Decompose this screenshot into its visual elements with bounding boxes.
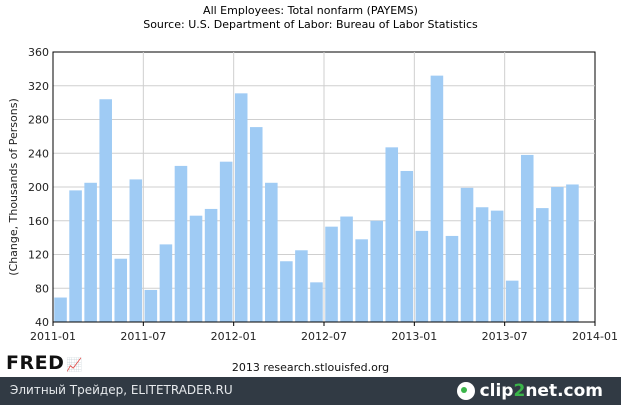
- bar-2012-01[interactable]: [234, 93, 248, 322]
- bar-2011-02[interactable]: [69, 190, 82, 323]
- footer-site-text[interactable]: Элитный Трейдер, ELITETRADER.RU: [10, 383, 233, 397]
- brand-clip: clip: [479, 381, 514, 401]
- bar-2012-04[interactable]: [280, 261, 293, 322]
- x-tick-label: 2012-01: [211, 330, 257, 343]
- y-tick-label: 280: [28, 114, 49, 127]
- x-tick-label: 2011-01: [30, 330, 76, 343]
- bar-2012-07[interactable]: [325, 226, 338, 322]
- brand-two: 2: [513, 381, 526, 401]
- x-tick-label: 2013-01: [391, 330, 437, 343]
- bar-2013-11[interactable]: [566, 184, 579, 322]
- y-tick-label: 40: [35, 316, 49, 329]
- bar-2011-10[interactable]: [189, 215, 203, 322]
- bar-2013-04[interactable]: [460, 187, 474, 322]
- y-tick-label: 240: [28, 147, 49, 160]
- bar-2012-10[interactable]: [370, 220, 383, 322]
- bar-2012-09[interactable]: [355, 239, 368, 322]
- brand-net: net.com: [525, 381, 603, 401]
- bar-2011-09[interactable]: [174, 165, 188, 322]
- bar-2013-07[interactable]: [505, 280, 519, 322]
- bar-2012-06[interactable]: [310, 282, 323, 322]
- bar-chart: 40 80 120 160 200 240 280 320 360 2011-01 2011-07…: [7, 46, 618, 343]
- bar-2011-11[interactable]: [204, 208, 218, 322]
- clip2net-logo[interactable]: clip 2 net.com: [456, 380, 603, 402]
- y-tick-label: 80: [35, 282, 49, 295]
- bar-2013-05[interactable]: [475, 207, 489, 322]
- x-tick-label: 2013-07: [482, 330, 528, 343]
- clip2net-icon: [456, 382, 475, 400]
- gridlines: [53, 52, 595, 322]
- bar-2013-06[interactable]: [490, 210, 504, 323]
- x-tick-label: 2014-01: [572, 330, 618, 343]
- bars: [54, 75, 579, 323]
- bar-2011-08[interactable]: [159, 244, 173, 323]
- bar-2011-05[interactable]: [114, 258, 128, 322]
- y-tick-label: 360: [28, 46, 49, 59]
- chart-subtitle: Source: U.S. Department of Labor: Bureau…: [143, 18, 478, 31]
- bar-2012-02[interactable]: [249, 127, 263, 322]
- fred-logo-text: FRED: [6, 352, 65, 374]
- fred-logo[interactable]: FRED 📈: [6, 352, 83, 374]
- bar-2011-07[interactable]: [144, 289, 158, 322]
- bar-2013-08[interactable]: [520, 154, 534, 322]
- copyright-text: 2013 research.stlouisfed.org: [231, 361, 390, 374]
- bar-2012-12[interactable]: [400, 170, 414, 322]
- bar-2013-02[interactable]: [430, 75, 444, 323]
- bar-2013-01[interactable]: [415, 230, 429, 323]
- chart-title: All Employees: Total nonfarm (PAYEMS): [203, 4, 418, 17]
- bar-2012-11[interactable]: [385, 147, 399, 322]
- sparkline-icon: 📈: [66, 358, 84, 373]
- bar-2011-04[interactable]: [99, 99, 112, 322]
- y-tick-label: 200: [28, 181, 49, 194]
- chart-title-block: All Employees: Total nonfarm (PAYEMS) So…: [0, 4, 621, 32]
- bar-2013-10[interactable]: [551, 187, 564, 322]
- bar-2012-05[interactable]: [295, 250, 308, 322]
- bar-2012-08[interactable]: [340, 216, 353, 322]
- bar-2012-03[interactable]: [265, 182, 278, 322]
- bar-2011-12[interactable]: [219, 161, 233, 322]
- bar-2013-03[interactable]: [445, 235, 459, 322]
- y-tick-label: 320: [28, 80, 49, 93]
- bar-2011-01[interactable]: [54, 297, 67, 322]
- y-tick-label: 160: [28, 215, 49, 228]
- x-tick-label: 2011-07: [120, 330, 166, 343]
- bar-2011-03[interactable]: [84, 182, 97, 322]
- y-axis-label: (Change, Thousands of Persons): [7, 98, 20, 276]
- bar-2013-09[interactable]: [536, 208, 549, 322]
- x-tick-labels: 2011-01 2011-07 2012-01 2012-07 2013-01 2013-…: [30, 322, 618, 343]
- footer-bar: Элитный Трейдер, ELITETRADER.RU clip 2 net…: [0, 377, 621, 405]
- bar-2011-06[interactable]: [129, 179, 143, 322]
- y-tick-labels: 40 80 120 160 200 240 280 320 360: [28, 46, 49, 329]
- x-tick-label: 2012-07: [301, 330, 347, 343]
- y-tick-label: 120: [28, 249, 49, 262]
